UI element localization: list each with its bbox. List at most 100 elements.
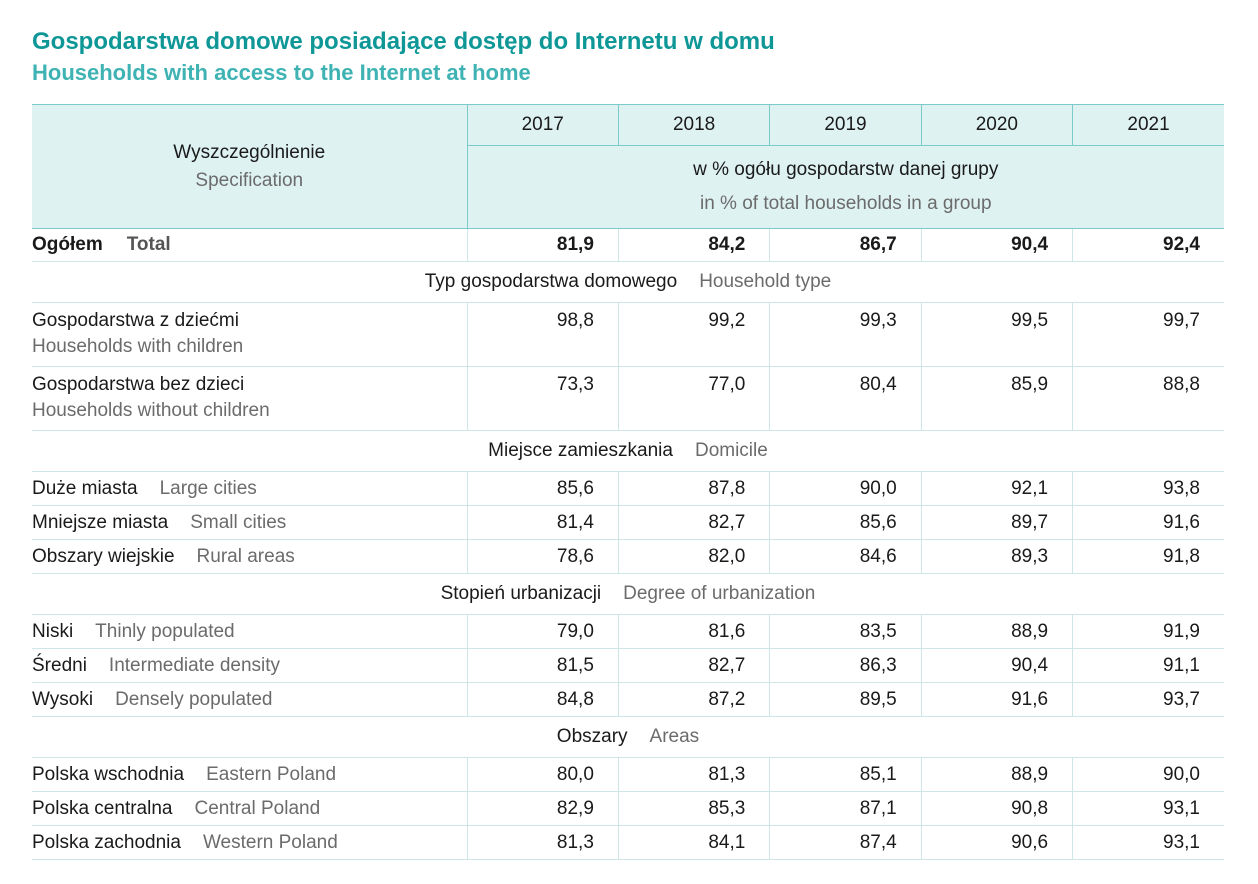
table-cell: 81,3 <box>466 825 619 860</box>
row-label-en: Rural areas <box>196 545 295 567</box>
table-cell: 84,2 <box>617 228 770 262</box>
table-cell: 84,1 <box>617 825 770 860</box>
table-body: Ogółem Total 81,9 84,2 86,7 90,4 92,4 Typ… <box>32 228 1224 860</box>
row-label-en: Small cities <box>190 511 287 533</box>
table-cell: 93,8 <box>1072 471 1224 506</box>
table-cell: 81,6 <box>617 614 770 649</box>
title-en: Households with access to the Internet a… <box>32 60 531 85</box>
table-cell: 93,7 <box>1072 682 1224 717</box>
table-row: Gospodarstwa bez dzieci Households withou… <box>32 366 1224 431</box>
row-label: Wysoki Densely populated <box>32 682 468 717</box>
table-cell: 82,0 <box>617 539 770 574</box>
section-title-en: Domicile <box>694 440 768 461</box>
table-cell: 90,8 <box>920 791 1073 826</box>
row-label: Duże miasta Large cities <box>32 471 468 506</box>
table-cell: 88,9 <box>920 757 1073 792</box>
table-cell: 93,1 <box>1072 825 1224 860</box>
table-cell: 89,3 <box>920 539 1073 574</box>
section-header: Miejsce zamieszkania Domicile <box>32 430 1224 472</box>
section-header-row: Typ gospodarstwa domowego Household type <box>32 261 1224 303</box>
section-header: Stopień urbanizacji Degree of urbanizatio… <box>32 573 1224 615</box>
row-label-en: Western Poland <box>202 831 338 853</box>
row-label-en: Households with children <box>32 336 244 357</box>
year-header: 2018 <box>617 104 770 146</box>
row-label-pl: Gospodarstwa z dziećmi <box>32 310 239 331</box>
row-label: Obszary wiejskie Rural areas <box>32 539 468 574</box>
row-label-pl: Ogółem <box>32 234 103 255</box>
row-label: Niski Thinly populated <box>32 614 468 649</box>
row-label-pl: Polska zachodnia <box>32 831 181 853</box>
section-title-pl: Miejsce zamieszkania <box>488 440 673 461</box>
table-cell: 88,8 <box>1072 366 1224 431</box>
row-label: Średni Intermediate density <box>32 648 468 683</box>
year-header: 2017 <box>466 104 619 146</box>
section-title-en: Household type <box>699 271 832 292</box>
table-cell: 82,7 <box>617 505 770 540</box>
unit-header-pl: w % ogółu gospodarstw danej grupy <box>693 159 999 180</box>
row-label-pl: Duże miasta <box>32 477 138 499</box>
table-cell: 91,6 <box>920 682 1073 717</box>
table-row: Gospodarstwa z dziećmi Households with ch… <box>32 302 1224 367</box>
row-label-pl: Niski <box>32 620 74 642</box>
table-cell: 87,1 <box>769 791 922 826</box>
row-label-pl: Polska wschodnia <box>32 763 185 785</box>
table-cell: 91,8 <box>1072 539 1224 574</box>
table-cell: 85,1 <box>769 757 922 792</box>
table-row: Średni Intermediate density 81,5 82,7 86,3 90… <box>32 648 1224 683</box>
table-cell: 81,5 <box>466 648 619 683</box>
row-label: Mniejsze miasta Small cities <box>32 505 468 540</box>
row-label-en: Densely populated <box>115 688 273 710</box>
table-cell: 89,5 <box>769 682 922 717</box>
table-cell: 90,0 <box>1072 757 1224 792</box>
table-cell: 90,6 <box>920 825 1073 860</box>
table-cell: 85,3 <box>617 791 770 826</box>
table-cell: 91,6 <box>1072 505 1224 540</box>
total-row: Ogółem Total 81,9 84,2 86,7 90,4 92,4 <box>32 228 1224 262</box>
spec-header-en: Specification <box>195 169 304 191</box>
table-cell: 92,1 <box>920 471 1073 506</box>
section-header-row: Miejsce zamieszkania Domicile <box>32 430 1224 472</box>
table-cell: 99,3 <box>769 302 922 367</box>
table-cell: 79,0 <box>466 614 619 649</box>
table-figure: Gospodarstwa domowe posiadające dostęp d… <box>32 26 1224 860</box>
table-cell: 87,8 <box>617 471 770 506</box>
table-row: Polska wschodnia Eastern Poland 80,0 81,3 85… <box>32 757 1224 792</box>
table-row: Obszary wiejskie Rural areas 78,6 82,0 84,6 8… <box>32 539 1224 574</box>
table-cell: 86,3 <box>769 648 922 683</box>
year-header: 2021 <box>1072 104 1224 146</box>
row-label-pl: Gospodarstwa bez dzieci <box>32 374 245 395</box>
row-label-pl: Obszary wiejskie <box>32 545 175 567</box>
row-label-en: Intermediate density <box>108 654 281 676</box>
section-header: Obszary Areas <box>32 716 1224 758</box>
row-label: Polska wschodnia Eastern Poland <box>32 757 468 792</box>
table-cell: 85,6 <box>769 505 922 540</box>
row-label: Gospodarstwa bez dzieci Households withou… <box>32 366 468 431</box>
table-row: Duże miasta Large cities 85,6 87,8 90,0 92,1 9… <box>32 471 1224 506</box>
section-title-en: Areas <box>649 726 700 747</box>
row-label-en: Thinly populated <box>95 620 235 642</box>
row-label-pl: Polska centralna <box>32 797 173 819</box>
table-cell: 80,4 <box>769 366 922 431</box>
section-header: Typ gospodarstwa domowego Household type <box>32 261 1224 303</box>
section-title-pl: Typ gospodarstwa domowego <box>424 271 678 292</box>
table-cell: 87,4 <box>769 825 922 860</box>
table-cell: 99,5 <box>920 302 1073 367</box>
table-cell: 81,4 <box>466 505 619 540</box>
table-row: Polska centralna Central Poland 82,9 85,3 87… <box>32 791 1224 826</box>
table-row: Wysoki Densely populated 84,8 87,2 89,5 91,6 9… <box>32 682 1224 717</box>
title-pl: Gospodarstwa domowe posiadające dostęp d… <box>32 28 775 55</box>
table-header: Wyszczególnienie Specification 2017 2018… <box>32 104 1224 229</box>
row-label: Ogółem Total <box>32 228 468 262</box>
table-cell: 91,1 <box>1072 648 1224 683</box>
table-cell: 90,4 <box>920 648 1073 683</box>
year-header: 2019 <box>769 104 922 146</box>
table-cell: 99,7 <box>1072 302 1224 367</box>
row-label: Gospodarstwa z dziećmi Households with ch… <box>32 302 468 367</box>
table-cell: 85,9 <box>920 366 1073 431</box>
table-cell: 82,9 <box>466 791 619 826</box>
row-label-en: Eastern Poland <box>206 763 337 785</box>
row-label-en: Households without children <box>32 400 270 421</box>
row-label-pl: Mniejsze miasta <box>32 511 169 533</box>
year-header: 2020 <box>920 104 1073 146</box>
section-header-row: Obszary Areas <box>32 716 1224 758</box>
